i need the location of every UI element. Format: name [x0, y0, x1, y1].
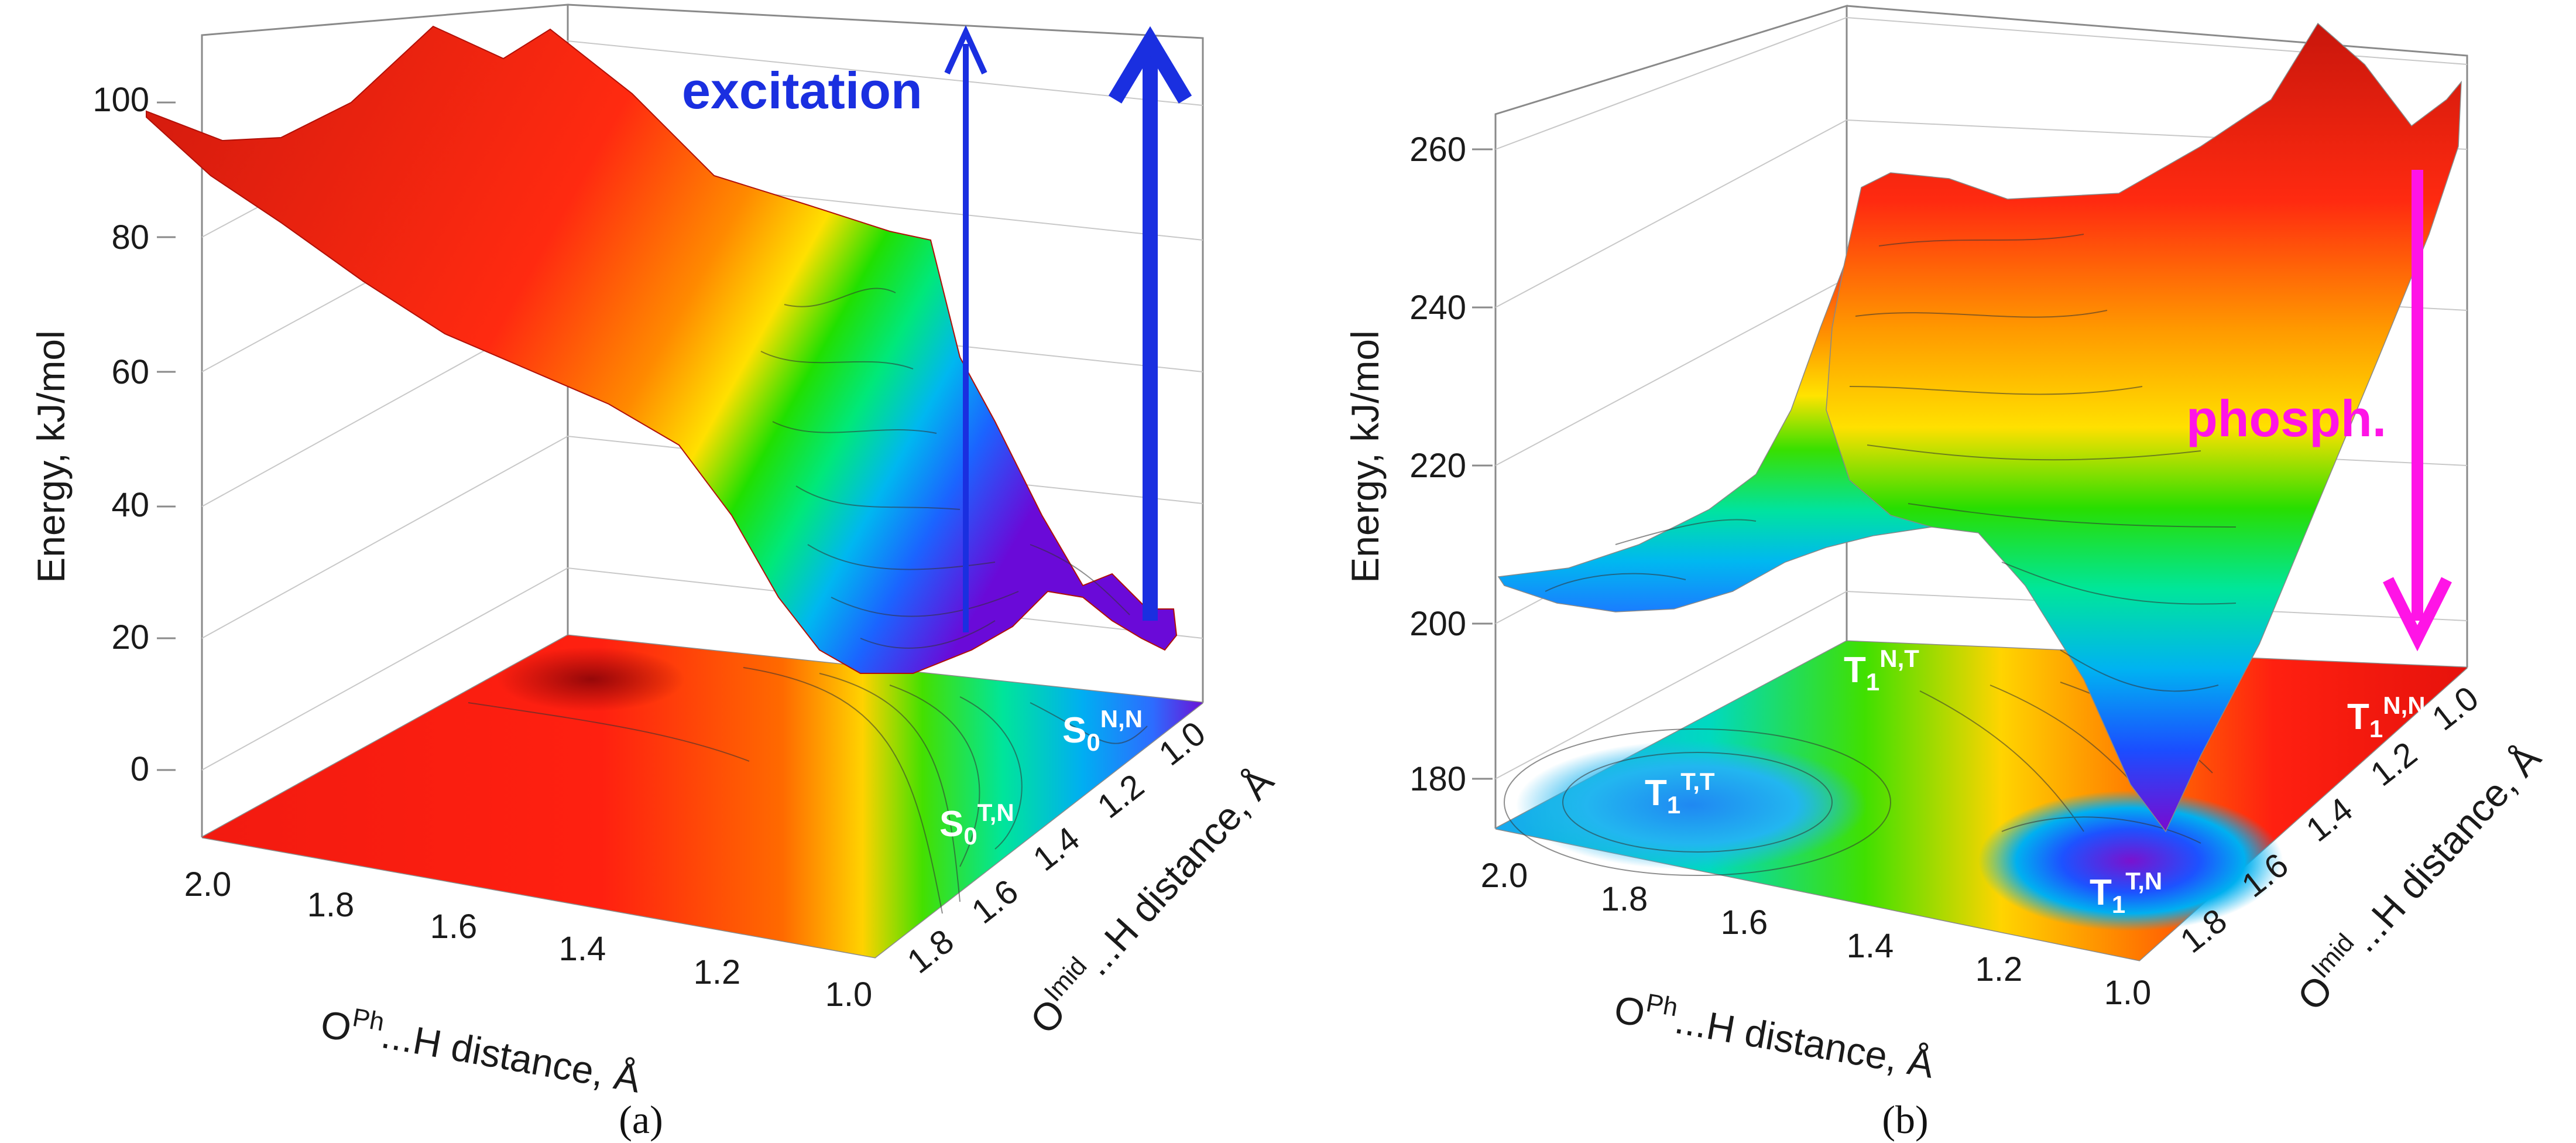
caption-a: (a): [619, 1097, 663, 1142]
excitation-arrow-thin-head: [944, 25, 987, 75]
a-xtick-3: 1.4: [559, 930, 606, 968]
panel-a: excitation 0 20 40 60 80 100 Energy, kJ/…: [29, 4, 1282, 1142]
state-label-t1-tn: T1T,N: [2090, 867, 2162, 918]
panel-a-z-ticks: 0 20 40 60 80 100: [92, 81, 176, 788]
a-ztick-5: 100: [92, 81, 149, 119]
a-ztick-2: 40: [111, 486, 149, 524]
panel-a-floor-dark: [498, 647, 685, 711]
panel-a-floor-contours: [468, 667, 1148, 914]
panel-b-surface-right: [1826, 22, 2462, 833]
state-label-t1-nn: T1N,N: [2347, 692, 2426, 742]
a-ztick-3: 60: [111, 353, 149, 391]
panel-b-floor-well-tt: [1516, 741, 1867, 870]
panel-b: phosph. 180 200 220 240 260 Energy, kJ/m…: [1343, 4, 2549, 1142]
b-xtick-3: 1.4: [1847, 927, 1894, 965]
state-label-s0-nn: S0N,N: [1062, 705, 1143, 756]
panel-b-surface-contours: [1545, 234, 2237, 692]
a-xtick-1: 1.8: [307, 886, 355, 924]
b-xtick-4: 1.2: [1975, 950, 2023, 988]
a-xtick-2: 1.6: [430, 908, 478, 946]
annotation-phosph: phosph.: [2186, 389, 2386, 447]
b-ztick-4: 260: [1409, 131, 1466, 169]
a-xtick-4: 1.2: [694, 953, 741, 991]
a-ztick-1: 20: [111, 618, 149, 656]
a-xtick-5: 1.0: [825, 976, 873, 1014]
a-ztick-0: 0: [131, 750, 149, 788]
b-ztick-3: 240: [1409, 289, 1466, 327]
b-xtick-5: 1.0: [2104, 974, 2152, 1012]
panel-a-floor: [202, 635, 1203, 957]
panel-b-x-ticks: 2.0 1.8 1.6 1.4 1.2 1.0: [1481, 857, 2152, 1012]
caption-b: (b): [1882, 1097, 1928, 1142]
panel-b-z-ticks: 180 200 220 240 260: [1409, 131, 1493, 798]
b-ztick-0: 180: [1409, 760, 1466, 798]
state-label-t1-nt: T1N,T: [1844, 645, 1919, 696]
annotation-excitation: excitation: [682, 61, 922, 119]
a-ztick-4: 80: [111, 218, 149, 256]
panel-a-surface: [146, 25, 1178, 674]
excitation-arrow-thick-head: [1108, 26, 1192, 104]
panel-b-floor-well-tn: [1978, 790, 2283, 931]
b-xtick-1: 1.8: [1601, 880, 1648, 918]
a-zlabel: Energy, kJ/mol: [29, 330, 73, 583]
b-xtick-2: 1.6: [1721, 904, 1768, 942]
b-xtick-0: 2.0: [1481, 857, 1528, 895]
panel-b-phosph-arrow: [2383, 170, 2452, 652]
phosph-arrow-head: [2383, 577, 2452, 652]
panel-a-excitation-arrows: [944, 25, 1192, 632]
b-ztick-1: 200: [1409, 605, 1466, 643]
a-xlabel: OPh...H distance, Å: [318, 998, 644, 1101]
state-label-s0-tn: S0T,N: [939, 799, 1014, 850]
b-xlabel: OPh...H distance, Å: [1611, 983, 1938, 1086]
a-xtick-0: 2.0: [184, 865, 232, 904]
b-zlabel: Energy, kJ/mol: [1343, 330, 1387, 583]
panel-a-x-ticks: 2.0 1.8 1.6 1.4 1.2 1.0: [184, 865, 873, 1014]
panel-a-surface-contours: [760, 288, 1130, 649]
b-ztick-2: 220: [1409, 447, 1466, 485]
state-label-t1-tt: T1T,T: [1645, 768, 1715, 819]
